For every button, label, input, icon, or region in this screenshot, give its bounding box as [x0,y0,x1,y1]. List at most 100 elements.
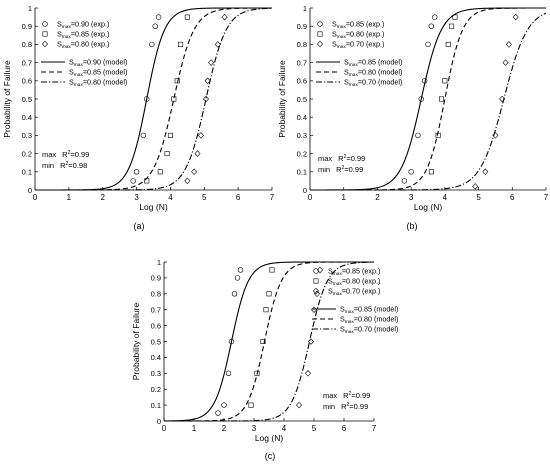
annotation-value: =0.99 [346,154,365,163]
x-tick-label: 4 [282,424,287,433]
data-point-circle [237,267,244,273]
legend-label: Smax=0.85 (exp.) [57,30,109,41]
x-tick-label: 1 [192,424,197,433]
panel-caption: (c) [265,451,276,461]
legend-label-text: =0.85 (exp.) [71,30,110,39]
legend-label-text: =0.80 (model) [83,78,128,87]
x-tick-label: 0 [308,193,313,202]
legend-marker-swatch [312,287,320,295]
data-point-square [254,370,260,376]
data-point-square [269,267,275,273]
legend-label-symbol: S [344,68,349,77]
x-tick-label: 3 [409,193,414,202]
x-tick-label: 1 [341,193,346,202]
legend-label-subscript: max [74,63,84,68]
legend-label-symbol: S [344,58,349,67]
x-tick-label: 0 [162,424,167,433]
legend-label-text: =0.85 (model) [83,68,128,77]
legend-label-subscript: max [62,45,72,50]
data-point-diamond [295,401,303,409]
legend-label-text: =0.85 (exp.) [342,267,381,276]
data-point-circle [415,132,421,139]
legend-label: Smax=0.80 (exp.) [328,277,380,288]
y-tick-label: 0 [157,417,161,426]
legend-label-symbol: S [344,78,349,87]
legend-label-text: =0.80 (model) [358,68,403,77]
data-point-circle [221,402,227,408]
annotation-label: max [42,150,56,159]
data-point-circle [231,291,238,297]
y-tick-label: 0.4 [297,113,307,122]
legend-label-subscript: max [333,282,343,287]
y-axis-label: Probability of Failure [131,302,141,380]
x-tick-label: 4 [168,193,173,202]
legend-label-symbol: S [57,40,62,49]
legend-marker-swatch [313,268,319,274]
legend-item-4: Smax=0.85 (model) [41,68,127,79]
x-axis-label: Log (N) [255,433,284,443]
x-tick-label: 5 [476,193,481,202]
legend-item-0: Smax=0.85 (exp.) [313,267,381,277]
legend-label-text: =0.80 (exp.) [342,277,381,286]
legend-marker-swatch [317,21,323,27]
annotation-superscript: 2 [68,150,71,156]
legend-label-symbol: S [69,68,74,77]
legend-label-text: =0.80 (exp.) [346,30,385,39]
annotation-superscript: 2 [344,154,347,160]
y-tick-label: 0.5 [297,95,307,104]
legend-label-subscript: max [337,25,347,30]
legend-label-subscript: max [337,35,347,40]
legend: Smax=0.85 (exp.)Smax=0.80 (exp.)Smax=0.7… [316,20,403,88]
legend-label: Smax=0.70 (exp.) [328,287,380,298]
fit-annotation: min R2=0.98 [42,161,87,170]
y-tick-label: 0.5 [22,95,32,104]
data-point-square [449,23,455,29]
annotation-value: =0.99 [344,165,363,174]
y-tick-label: 0.3 [151,369,161,378]
data-point-circle [225,370,232,376]
x-tick-label: 5 [312,424,317,433]
data-point-diamond [505,41,512,48]
legend-label-subscript: max [62,25,72,30]
series-line-5 [35,7,273,191]
legend-label: Smax=0.90 (exp.) [57,20,109,31]
y-tick-label: 0 [303,186,307,195]
x-tick-label: 2 [375,193,380,202]
legend-label-subscript: max [62,35,72,40]
data-point-square [248,402,254,408]
legend: Smax=0.90 (exp.)Smax=0.85 (exp.)Smax=0.8… [41,20,128,88]
data-point-circle [425,41,431,48]
y-tick-label: 0.2 [22,149,32,158]
fit-annotation: min R2=0.99 [323,402,368,411]
y-tick-label: 0.7 [151,306,161,315]
data-point-square [438,96,444,102]
x-tick-label: 2 [100,193,105,202]
legend-label-subscript: max [74,73,84,78]
legend-label: Smax=0.85 (model) [69,68,127,79]
y-tick-label: 0.1 [151,401,161,410]
data-point-circle [149,41,155,48]
x-tick-label: 7 [544,193,549,202]
data-point-square [260,338,266,344]
data-point-square [184,14,190,20]
legend-label-symbol: S [340,305,345,314]
annotation-superscript: 2 [342,165,345,171]
x-tick-label: 4 [443,193,448,202]
data-point-square [442,78,448,84]
data-point-diamond [512,13,519,21]
x-tick-label: 3 [134,193,139,202]
data-point-circle [432,14,438,20]
legend-item-5: Smax=0.80 (model) [41,78,128,88]
data-point-circle [140,132,147,139]
x-tick-label: 0 [33,193,38,202]
data-point-diamond [194,150,201,157]
annotation-value: =0.98 [68,161,87,170]
panel-caption: (a) [134,221,145,231]
data-point-diamond [310,306,318,313]
y-tick-label: 0.4 [22,113,32,122]
y-tick-label: 0.6 [22,77,32,86]
legend-label-subscript: max [74,83,84,88]
data-point-diamond [202,95,209,103]
data-point-diamond [191,168,198,176]
legend-item-0: Smax=0.90 (exp.) [42,20,109,31]
